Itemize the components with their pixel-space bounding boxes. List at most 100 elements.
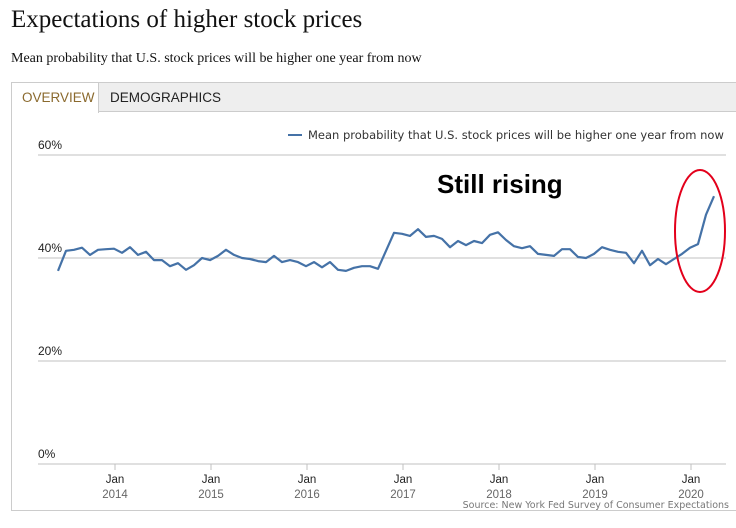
data-point[interactable]: 2017-02: 44.3% <box>407 233 413 239</box>
data-point[interactable]: 2019-12: 40.8% <box>679 251 685 257</box>
data-point[interactable]: 2015-11: 39.6% <box>287 257 293 263</box>
chart-panel: 0% 20% 40% 60% Jan 2014 Jan 2015 Jan 2016 Jan 2017… <box>11 111 736 511</box>
data-point[interactable]: 2016-02: 39.2% <box>311 259 317 265</box>
data-point[interactable]: 2014-04: 40.6% <box>135 252 141 258</box>
x-tick-month: Jan <box>682 474 701 486</box>
data-point[interactable]: 2018-12: 40% <box>583 255 589 261</box>
data-point[interactable]: 2018-06: 40.8% <box>535 251 541 257</box>
data-point[interactable]: 2014-07: 39.6% <box>159 257 165 263</box>
data-point[interactable]: 2017-01: 44.7% <box>399 231 405 237</box>
data-point[interactable]: 2016-03: 38.2% <box>319 264 325 270</box>
data-point[interactable]: 2017-06: 43.7% <box>439 236 445 242</box>
data-point[interactable]: 2015-07: 39.4% <box>255 258 261 264</box>
data-point[interactable]: 2019-05: 41% <box>623 250 629 256</box>
data-point[interactable]: 2016-10: 37.9% <box>375 266 381 272</box>
data-point[interactable]: 2017-10: 43.3% <box>471 238 477 244</box>
data-point[interactable]: 2020-01: 42% <box>687 245 693 251</box>
data-point[interactable]: 2014-08: 38.4% <box>167 263 173 269</box>
y-tick-label: 20% <box>38 344 62 358</box>
data-point[interactable]: 2019-08: 38.6% <box>647 262 653 268</box>
data-point[interactable]: 2014-01: 41.8% <box>111 246 117 252</box>
data-point[interactable]: 2013-07: 41.4% <box>63 248 69 254</box>
x-axis-ticks: Jan 2014 Jan 2015 Jan 2016 Jan 2017 Jan 2018 Jan 20… <box>102 464 704 501</box>
data-point[interactable]: 2017-03: 45.6% <box>415 226 421 232</box>
data-point[interactable]: 2020-03: 48.4% <box>703 212 709 218</box>
data-point[interactable]: 2016-07: 38.1% <box>351 265 357 271</box>
data-point[interactable]: 2015-03: 41.6% <box>223 247 229 253</box>
data-point[interactable]: 2014-11: 38.6% <box>191 262 197 268</box>
data-point[interactable]: 2020-04: 52% <box>711 193 717 199</box>
data-point[interactable]: 2016-01: 38.4% <box>303 263 309 269</box>
grid-lines <box>38 154 726 465</box>
y-tick-label: 60% <box>38 138 62 152</box>
data-point[interactable]: 2014-10: 37.7% <box>183 267 189 273</box>
data-point[interactable]: 2015-04: 40.6% <box>231 252 237 258</box>
y-axis-ticks: 0% 20% 40% 60% <box>38 138 62 461</box>
data-point[interactable]: 2014-09: 39% <box>175 260 181 266</box>
data-point[interactable]: 2019-03: 41.6% <box>607 247 613 253</box>
data-point[interactable]: 2018-08: 40.4% <box>551 253 557 259</box>
line-chart: 0% 20% 40% 60% Jan 2014 Jan 2015 Jan 2016 Jan 2017… <box>38 128 729 511</box>
data-point[interactable]: 2013-09: 42% <box>79 245 85 251</box>
data-point[interactable]: 2018-01: 45% <box>495 229 501 235</box>
data-point[interactable]: 2014-12: 40% <box>199 255 205 261</box>
x-tick-month: Jan <box>586 474 605 486</box>
data-point[interactable]: 2015-08: 39.2% <box>263 259 269 265</box>
data-point[interactable]: 2013-11: 41.6% <box>95 247 101 253</box>
data-point[interactable]: 2016-12: 44.9% <box>391 230 397 236</box>
data-point[interactable]: 2015-05: 40% <box>239 255 245 261</box>
tab-overview[interactable]: OVERVIEW <box>12 83 99 113</box>
data-point[interactable]: 2019-07: 41.4% <box>639 248 645 254</box>
tab-demographics[interactable]: DEMOGRAPHICS <box>110 90 222 105</box>
data-point[interactable]: 2018-02: 43.5% <box>503 237 509 243</box>
data-point[interactable]: 2017-07: 42.1% <box>447 244 453 250</box>
data-point[interactable]: 2019-06: 39% <box>631 260 637 266</box>
data-point[interactable]: 2019-10: 38.8% <box>663 261 669 267</box>
x-tick-month: Jan <box>298 474 317 486</box>
data-point[interactable]: 2015-09: 40.4% <box>271 253 277 259</box>
data-point[interactable]: 2019-01: 40.8% <box>591 251 597 257</box>
data-point[interactable]: 2015-06: 39.8% <box>247 256 253 262</box>
data-point[interactable]: 2015-10: 39.2% <box>279 259 285 265</box>
data-point[interactable]: 2017-05: 44.3% <box>431 233 437 239</box>
x-tick-month: Jan <box>106 474 125 486</box>
data-point[interactable]: 2014-03: 42.1% <box>127 244 133 250</box>
data-point[interactable]: 2017-11: 42.9% <box>479 240 485 246</box>
data-point[interactable]: 2018-09: 41.7% <box>559 246 565 252</box>
data-point[interactable]: 2013-12: 41.7% <box>103 246 109 252</box>
data-point[interactable]: 2015-01: 39.6% <box>207 257 213 263</box>
data-point[interactable]: 2019-09: 39.8% <box>655 256 661 262</box>
data-point[interactable]: 2016-05: 37.7% <box>335 267 341 273</box>
data-point[interactable]: 2016-04: 39.2% <box>327 259 333 265</box>
data-point[interactable]: 2017-09: 42.5% <box>463 242 469 248</box>
data-point[interactable]: 2020-02: 42.7% <box>695 241 701 247</box>
data-points: 2013-06: 37.5% 2013-07: 41.4%2013-08: 41.… <box>55 193 717 274</box>
data-point[interactable]: 2017-12: 44.5% <box>487 232 493 238</box>
data-point[interactable]: 2019-02: 42.1% <box>599 244 605 250</box>
data-point[interactable]: 2013-08: 41.6% <box>71 247 77 253</box>
data-point[interactable]: 2015-12: 39.2% <box>295 259 301 265</box>
data-point[interactable]: 2013-06: 37.5% <box>55 268 61 274</box>
data-point[interactable]: 2014-02: 41% <box>119 250 125 256</box>
data-point[interactable]: 2016-08: 38.4% <box>359 263 365 269</box>
data-point[interactable]: 2017-08: 43.3% <box>455 238 461 244</box>
data-point[interactable]: 2016-06: 37.5% <box>343 268 349 274</box>
data-point[interactable]: 2018-07: 40.6% <box>543 252 549 258</box>
data-point[interactable]: 2018-03: 42.3% <box>511 243 517 249</box>
data-point[interactable]: 2015-02: 40.4% <box>215 253 221 259</box>
data-point[interactable]: 2018-05: 42.3% <box>527 243 533 249</box>
data-point[interactable]: 2014-06: 39.6% <box>151 257 157 263</box>
data-point[interactable]: 2019-04: 41.2% <box>615 249 621 255</box>
data-point[interactable]: 2014-05: 41.2% <box>143 249 149 255</box>
x-tick-year: 2015 <box>198 489 224 501</box>
data-point[interactable]: 2018-04: 41.9% <box>519 245 525 251</box>
legend[interactable]: Mean probability that U.S. stock prices … <box>288 128 724 142</box>
data-point[interactable]: 2016-11: 41.4% <box>383 248 389 254</box>
data-point[interactable]: 2018-11: 40.2% <box>575 254 581 260</box>
data-point[interactable]: 2013-10: 40.6% <box>87 252 93 258</box>
data-point[interactable]: 2018-10: 41.7% <box>567 246 573 252</box>
data-point[interactable]: 2019-11: 39.8% <box>671 256 677 262</box>
data-point[interactable]: 2016-09: 38.4% <box>367 263 373 269</box>
x-tick-year: 2014 <box>102 489 128 501</box>
data-point[interactable]: 2017-04: 44.1% <box>423 234 429 240</box>
